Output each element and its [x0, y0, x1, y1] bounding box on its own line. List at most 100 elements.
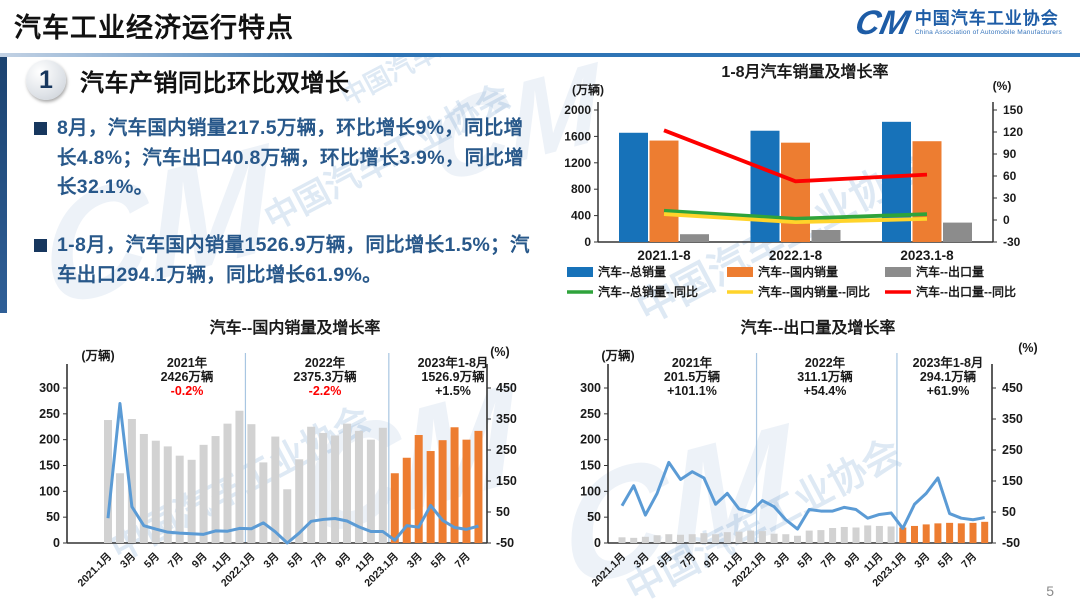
- x-tick-month: 2021.1月: [75, 551, 114, 590]
- month-bar: [782, 534, 790, 543]
- x-tick-month: 5月: [795, 551, 815, 571]
- month-bar: [211, 436, 220, 543]
- x-tick-month: 9月: [190, 551, 210, 571]
- chart-export-volume-monthly: 汽车--出口量及增长率 (万辆) (%) 2021年 201.5万辆 +101.1% 202…: [560, 318, 1080, 607]
- x-tick-month: 3月: [261, 551, 281, 571]
- left-tick: 200: [580, 433, 601, 447]
- month-bar: [665, 534, 673, 543]
- annotation-growth: +1.5%: [435, 384, 471, 398]
- annotation-growth: +61.9%: [927, 384, 970, 398]
- annotation-total: 1526.9万辆: [421, 369, 485, 384]
- line-汽车--国内销量--同比: [663, 212, 928, 225]
- x-category: 2023.1-8: [900, 248, 954, 263]
- legend-label: 汽车--国内销量--同比: [758, 284, 870, 299]
- bar-汽车--国内销量: [649, 140, 679, 242]
- month-bar: [829, 528, 837, 543]
- bullet-square-icon: [34, 122, 47, 135]
- month-bar: [235, 410, 244, 543]
- growth-line: [106, 402, 479, 545]
- x-tick-month: 2021.1月: [589, 551, 628, 590]
- month-bar: [922, 524, 930, 543]
- legend-label: 汽车--总销量: [598, 264, 666, 279]
- page-title: 汽车工业经济运行特点: [14, 13, 294, 43]
- chart-title: 1-8月汽车销量及增长率: [721, 62, 888, 81]
- left-tick: 250: [39, 407, 60, 421]
- month-bar: [104, 420, 112, 543]
- chart-title: 汽车--出口量及增长率: [741, 318, 896, 337]
- x-tick-month: 5月: [142, 551, 162, 571]
- annotation-growth: -0.2%: [171, 384, 204, 398]
- x-tick-month: 9月: [333, 551, 353, 571]
- left-axis-unit: (万辆): [81, 348, 114, 363]
- bullet-item: 8月，汽车国内销量217.5万辆，环比增长9%，同比增长4.8%；汽车出口40.…: [34, 114, 539, 203]
- x-category: 2022.1-8: [769, 248, 823, 263]
- x-tick-month: 9月: [702, 551, 722, 571]
- line-汽车--出口量--同比: [663, 128, 928, 184]
- x-tick-month: 5月: [655, 551, 675, 571]
- section-number-badge: 1: [26, 60, 66, 100]
- left-tick: 250: [580, 407, 601, 421]
- x-tick-month: 7月: [959, 551, 979, 571]
- section-header: 1 汽车产销同比环比双增长: [26, 60, 350, 100]
- chart-sales-and-growth-1-8: 1-8月汽车销量及增长率 (万辆) (%) 0 400 800 1200 1600 2000 -3…: [555, 60, 1080, 312]
- month-bar: [402, 457, 411, 543]
- left-tick: 400: [571, 209, 591, 223]
- month-bar: [723, 532, 731, 543]
- bar-汽车--总销量: [750, 130, 780, 242]
- x-tick-month: 7月: [678, 551, 698, 571]
- month-bar: [770, 533, 778, 543]
- right-tick: 90: [1003, 147, 1017, 161]
- month-bar: [852, 527, 860, 543]
- left-tick: 1600: [564, 129, 591, 143]
- bar-汽车--出口量: [811, 229, 841, 242]
- left-axis-unit: (万辆): [601, 348, 634, 363]
- month-bar: [805, 530, 813, 543]
- bullet-list: 8月，汽车国内销量217.5万辆，环比增长9%，同比增长4.8%；汽车出口40.…: [34, 114, 539, 290]
- section-number: 1: [39, 65, 53, 94]
- month-bar: [887, 526, 895, 543]
- month-bar: [817, 530, 825, 543]
- left-tick: 0: [594, 536, 601, 550]
- annotation-total: 2426万辆: [161, 369, 214, 384]
- x-tick-month: 7月: [819, 551, 839, 571]
- bar-汽车--国内销量: [912, 141, 942, 242]
- x-tick-month: 3月: [772, 551, 792, 571]
- x-tick-month: 7月: [166, 551, 186, 571]
- month-bar: [247, 424, 256, 543]
- right-tick: 60: [1003, 169, 1017, 183]
- header-divider: [0, 53, 1080, 57]
- month-bar: [899, 527, 907, 543]
- right-tick: 150: [1002, 474, 1023, 488]
- logo-name-cn: 中国汽车工业协会: [914, 9, 1059, 29]
- month-bar: [331, 435, 340, 543]
- month-bar: [295, 459, 304, 543]
- right-tick: 50: [1002, 505, 1016, 519]
- right-axis-unit: (%): [490, 345, 509, 359]
- month-bar: [426, 451, 435, 543]
- month-bar: [319, 432, 328, 543]
- bar-汽车--出口量: [943, 222, 972, 242]
- right-axis-unit: (%): [1018, 341, 1037, 355]
- month-bar: [139, 433, 148, 543]
- month-bar: [474, 430, 483, 543]
- left-tick: 0: [584, 235, 591, 249]
- chart-domestic-sales-monthly: 汽车--国内销量及增长率 (万辆) (%) 2021年 2426万辆 -0.2% 2022年…: [20, 318, 542, 607]
- left-tick: 300: [580, 381, 601, 395]
- legend-swatch: [885, 267, 911, 277]
- month-bar: [151, 440, 160, 543]
- month-bar: [307, 426, 316, 543]
- growth-line: [620, 460, 985, 531]
- legend-label: 汽车--出口量: [916, 264, 984, 279]
- month-bar: [462, 439, 471, 543]
- left-tick: 50: [46, 510, 60, 524]
- month-bar: [758, 531, 766, 543]
- left-tick: 300: [39, 381, 60, 395]
- bar-汽车--总销量: [619, 132, 648, 242]
- month-bar: [175, 455, 184, 543]
- month-bar: [969, 522, 977, 543]
- right-tick: 350: [1002, 412, 1023, 426]
- month-bar: [688, 534, 696, 543]
- section-title: 汽车产销同比环比双增长: [80, 69, 350, 97]
- month-bar: [875, 525, 883, 543]
